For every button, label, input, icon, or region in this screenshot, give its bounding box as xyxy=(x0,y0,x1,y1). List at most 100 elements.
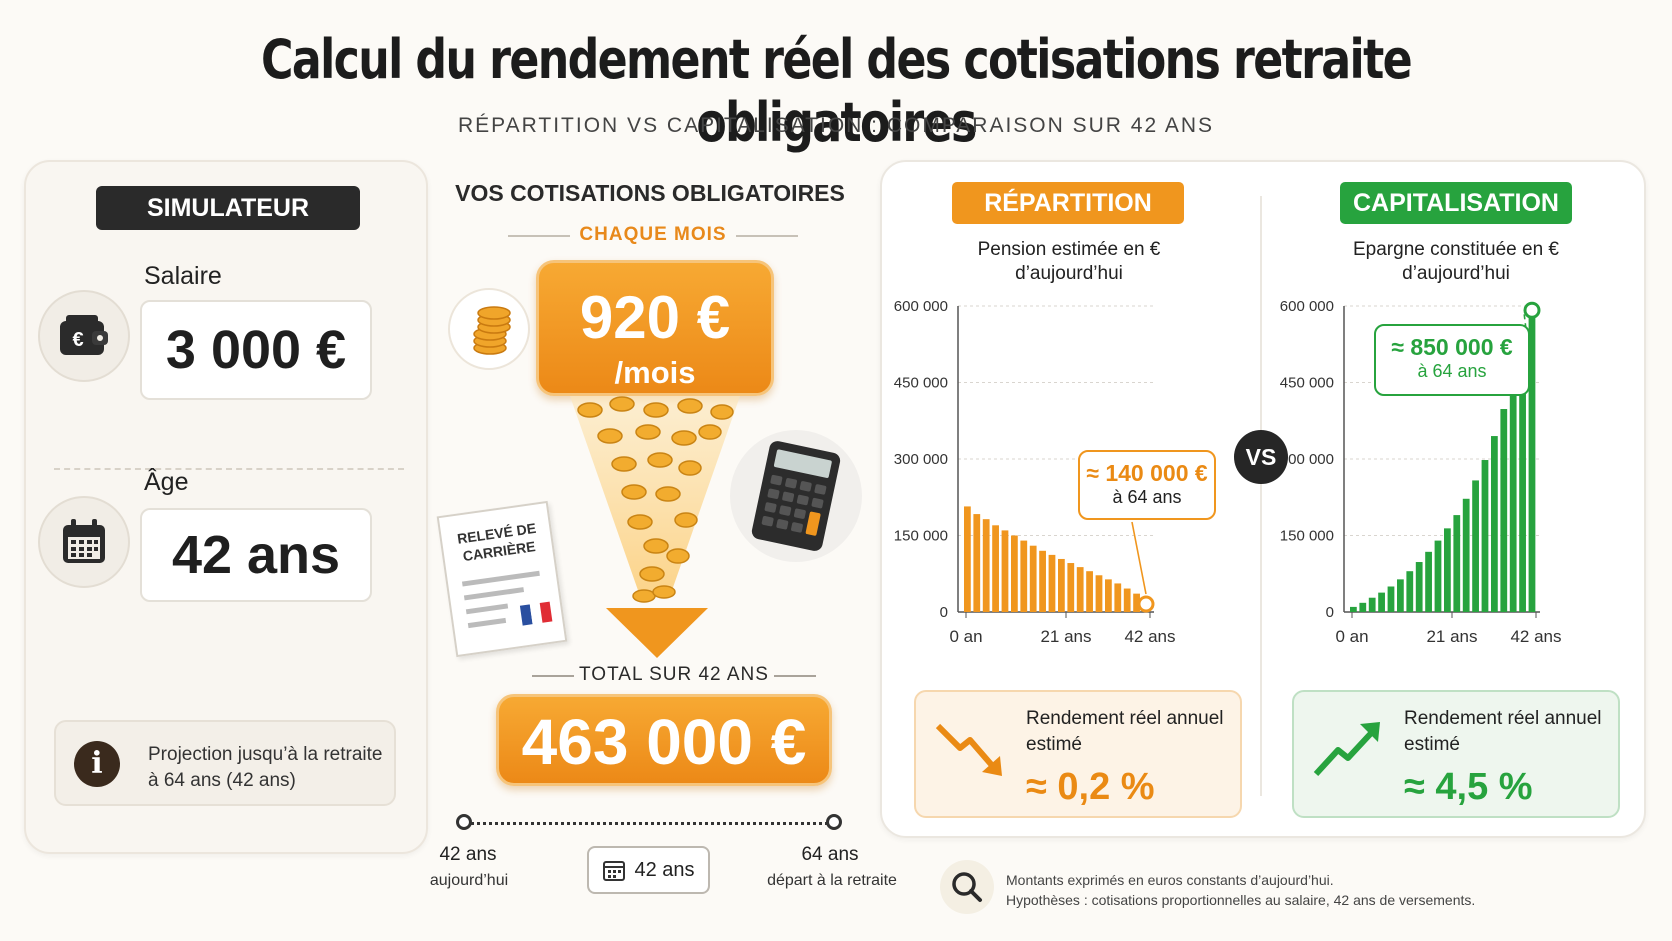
timeline-start-dot xyxy=(456,814,472,830)
capitalisation-badge: CAPITALISATION xyxy=(1340,182,1572,224)
capitalisation-bar xyxy=(1368,597,1376,612)
capitalisation-subtitle-line1: Epargne constituée en € xyxy=(1353,239,1559,260)
footnote-line1: Montants exprimés en euros constants d’a… xyxy=(1006,872,1334,888)
capitalisation-bar xyxy=(1415,562,1423,612)
capitalisation-bar xyxy=(1481,460,1489,612)
repartition-bar xyxy=(1039,550,1046,612)
capitalisation-bar xyxy=(1406,571,1414,612)
capitalisation-x-tick-label: 42 ans xyxy=(1510,627,1561,646)
duration-chip: 42 ans xyxy=(587,846,710,894)
repartition-chart: 0 150 000 300 000 450 000 600 000 0 an 21 ans 4… xyxy=(894,298,1176,646)
capitalisation-bar xyxy=(1387,586,1395,612)
repartition-bar xyxy=(1058,558,1065,612)
repartition-subtitle-line1: Pension estimée en € xyxy=(977,239,1161,260)
trend-down-icon xyxy=(935,723,1002,776)
calculator-icon xyxy=(730,430,862,562)
repartition-bar xyxy=(1076,567,1084,612)
timeline-start-value: 42 ans xyxy=(439,844,497,865)
repartition-bar xyxy=(1001,530,1009,612)
coins-icon xyxy=(448,288,530,370)
capitalisation-y-tick-label: 450 000 xyxy=(1280,375,1334,392)
duration-value: 42 ans xyxy=(634,858,695,881)
wallet-icon: € xyxy=(38,290,130,382)
repartition-callout-caption: à 64 ans xyxy=(1112,487,1182,507)
repartition-bar xyxy=(1029,545,1037,612)
repartition-bar xyxy=(973,514,981,612)
repartition-bar xyxy=(1133,593,1140,612)
repartition-bar xyxy=(1095,575,1103,612)
capitalisation-chart: 0 150 000 300 000 450 000 600 000 0 an 21 ans 4… xyxy=(1280,298,1562,646)
coin-stream-illustration xyxy=(570,396,740,658)
repartition-y-tick-label: 150 000 xyxy=(894,528,948,545)
repartition-bar xyxy=(1105,579,1112,612)
capitalisation-subtitle: Epargne constituée en € d’aujourd’hui xyxy=(1318,238,1594,286)
repartition-bar xyxy=(1067,563,1075,612)
timeline-end-value: 64 ans xyxy=(801,844,859,865)
salary-input[interactable]: 3 000 € xyxy=(140,300,372,400)
repartition-y-tick-label: 450 000 xyxy=(894,375,948,392)
capitalisation-bar xyxy=(1378,592,1385,612)
capitalisation-bar xyxy=(1350,606,1357,612)
capitalisation-bar xyxy=(1462,498,1470,612)
repartition-subtitle: Pension estimée en € d’aujourd’hui xyxy=(934,238,1204,286)
capitalisation-bar xyxy=(1453,515,1461,612)
capitalisation-y-tick-label: 150 000 xyxy=(1280,528,1334,545)
capitalisation-bar xyxy=(1491,436,1498,612)
monthly-caption: CHAQUE MOIS xyxy=(508,224,798,246)
salary-label: Salaire xyxy=(144,262,222,290)
repartition-bar xyxy=(1123,588,1131,612)
total-value: 463 000 € xyxy=(521,706,807,778)
capitalisation-bar xyxy=(1509,379,1517,612)
search-icon xyxy=(940,860,994,914)
repartition-bar xyxy=(1086,571,1093,612)
timeline-end-caption: départ à la retraite xyxy=(767,872,897,889)
repartition-end-marker xyxy=(1137,595,1155,613)
contributions-heading: VOS COTISATIONS OBLIGATOIRES xyxy=(455,180,845,206)
career-statement-document: RELEVÉ DE CARRIÈRE xyxy=(436,500,568,658)
repartition-y-tick-label: 0 xyxy=(940,604,948,621)
age-label: Âge xyxy=(144,468,189,496)
capitalisation-bar xyxy=(1500,409,1508,612)
capitalisation-bar xyxy=(1359,602,1367,612)
capitalisation-return-title: Rendement réel annuel estimé xyxy=(1404,708,1602,755)
comparison-divider xyxy=(1260,196,1262,796)
simulator-badge: SIMULATEUR xyxy=(96,186,360,230)
repartition-bar xyxy=(1114,583,1122,612)
monthly-value: 920 € xyxy=(579,284,731,351)
total-contribution-box: 463 000 € xyxy=(496,694,832,786)
simulator-panel: SIMULATEUR € Salaire 3 000 € Âge 42 ans … xyxy=(24,160,428,854)
repartition-callout-value: ≈ 140 000 € xyxy=(1086,460,1208,486)
page-subtitle: RÉPARTITION VS CAPITALISATION : COMPARAI… xyxy=(457,114,1215,137)
capitalisation-bar xyxy=(1425,551,1432,612)
repartition-y-tick-label: 300 000 xyxy=(894,451,948,468)
french-flag-icon xyxy=(519,601,553,626)
capitalisation-bar xyxy=(1434,540,1442,612)
age-input[interactable]: 42 ans xyxy=(140,508,372,602)
capitalisation-end-marker xyxy=(1523,301,1541,319)
monthly-unit: /mois xyxy=(614,355,696,390)
capitalisation-bar xyxy=(1397,579,1404,612)
repartition-bar xyxy=(964,506,971,612)
repartition-return-box: Rendement réel annuel estimé ≈ 0,2 % xyxy=(914,690,1242,818)
calendar-icon xyxy=(38,496,130,588)
career-statement-label: RELEVÉ DE CARRIÈRE xyxy=(456,519,537,565)
info-text: Projection jusqu’à la retraite à 64 ans … xyxy=(148,744,383,791)
info-box: i Projection jusqu’à la retraite à 64 an… xyxy=(54,720,396,806)
capitalisation-subtitle-line2: d’aujourd’hui xyxy=(1402,263,1510,284)
capitalisation-bar xyxy=(1519,346,1526,612)
footnote-line2: Hypothèses : cotisations proportionnelle… xyxy=(1006,892,1476,908)
repartition-return-title: Rendement réel annuel estimé xyxy=(1026,708,1224,755)
repartition-x-tick-label: 21 ans xyxy=(1040,627,1091,646)
page-title: Calcul du rendement réel des cotisations… xyxy=(260,28,1413,154)
repartition-x-tick-label: 0 an xyxy=(949,627,982,646)
repartition-callout-leader xyxy=(1131,521,1147,595)
capitalisation-x-tick-label: 21 ans xyxy=(1426,627,1477,646)
divider xyxy=(54,468,404,470)
repartition-badge: RÉPARTITION xyxy=(952,182,1184,224)
repartition-bar xyxy=(1011,535,1018,612)
repartition-subtitle-line2: d’aujourd’hui xyxy=(1015,263,1123,284)
svg-text:€: € xyxy=(72,329,83,351)
timeline-end-dot xyxy=(826,814,842,830)
vs-badge: VS xyxy=(1234,430,1288,484)
total-caption: TOTAL SUR 42 ANS xyxy=(532,664,816,686)
